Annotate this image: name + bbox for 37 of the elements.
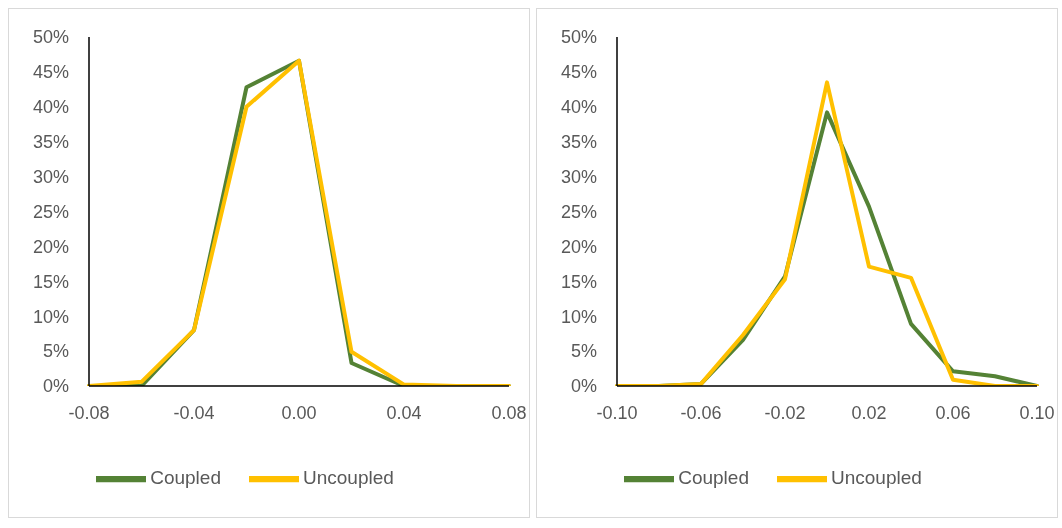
y-tick-label: 0%: [42, 376, 69, 397]
y-tick-label: 5%: [42, 341, 69, 362]
x-tick-label: -0.02: [764, 402, 806, 423]
y-tick-label: 50%: [560, 27, 597, 48]
x-tick-label: -0.08: [68, 402, 110, 423]
y-tick-label: 40%: [560, 97, 597, 118]
y-tick-label: 35%: [32, 132, 69, 153]
x-tick-label: 0.04: [386, 402, 422, 423]
legend-label: Uncoupled: [302, 467, 394, 489]
y-tick-label: 5%: [570, 341, 597, 362]
y-tick-label: 25%: [32, 201, 69, 222]
y-tick-label: 0%: [570, 376, 597, 397]
y-tick-label: 40%: [32, 97, 69, 118]
y-tick-label: 30%: [560, 166, 597, 187]
y-tick-label: 30%: [32, 166, 69, 187]
x-tick-label: 0.08: [491, 402, 527, 423]
legend-label: Coupled: [150, 467, 221, 489]
x-tick-label: 0.10: [1019, 402, 1055, 423]
x-tick-label: -0.10: [596, 402, 638, 423]
y-tick-label: 15%: [32, 271, 69, 292]
y-tick-label: 50%: [32, 27, 69, 48]
y-tick-label: 10%: [560, 306, 597, 327]
y-tick-label: 20%: [560, 236, 597, 257]
y-tick-label: 20%: [32, 236, 69, 257]
x-tick-label: 0.02: [851, 402, 887, 423]
y-tick-label: 45%: [560, 62, 597, 83]
y-tick-label: 25%: [560, 201, 597, 222]
legend-label: Coupled: [678, 467, 749, 489]
y-tick-label: 15%: [560, 271, 597, 292]
x-tick-label: 0.06: [935, 402, 971, 423]
y-tick-label: 45%: [32, 62, 69, 83]
x-tick-label: -0.04: [173, 402, 215, 423]
x-tick-label: -0.06: [680, 402, 722, 423]
legend-label: Uncoupled: [830, 467, 922, 489]
x-tick-label: 0.00: [281, 402, 317, 423]
y-tick-label: 35%: [560, 132, 597, 153]
y-tick-label: 10%: [32, 306, 69, 327]
